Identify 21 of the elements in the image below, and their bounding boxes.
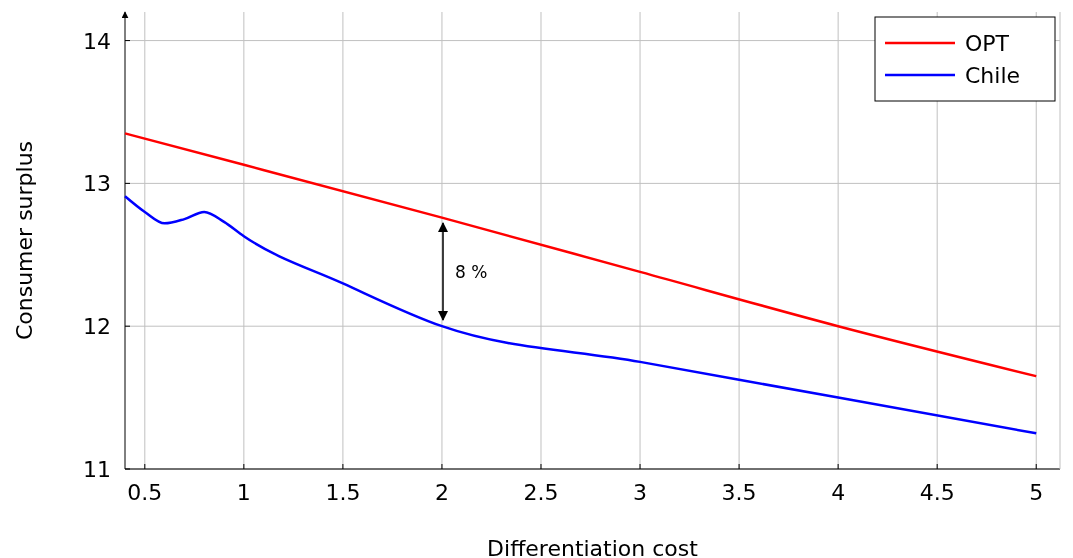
y-tick-label: 12 <box>83 314 111 340</box>
y-tick-label: 11 <box>83 457 111 482</box>
legend-label: Chile <box>965 63 1021 88</box>
x-tick-label: 1.5 <box>325 480 361 505</box>
x-axis-title: Differentiation cost <box>487 536 699 558</box>
legend-label: OPT <box>965 31 1010 56</box>
x-tick-label: 5 <box>1029 480 1044 505</box>
x-tick-label: 4.5 <box>919 480 955 505</box>
x-tick-label: 0.5 <box>127 480 163 505</box>
x-tick-label: 2 <box>434 480 449 505</box>
x-tick-label: 1 <box>236 480 251 505</box>
annotation: 8 % <box>455 262 488 282</box>
line-series <box>123 194 1038 435</box>
line-series <box>123 132 1038 378</box>
x-tick-label: 2.5 <box>523 480 559 505</box>
x-tick-label: 3.5 <box>721 480 757 505</box>
x-tick-label: 3 <box>633 480 648 505</box>
y-axis-title: Consumer surplus <box>12 140 37 341</box>
x-tick-label: 4 <box>831 480 846 505</box>
y-tick-label: 14 <box>83 28 111 54</box>
y-tick-label: 13 <box>83 171 111 197</box>
